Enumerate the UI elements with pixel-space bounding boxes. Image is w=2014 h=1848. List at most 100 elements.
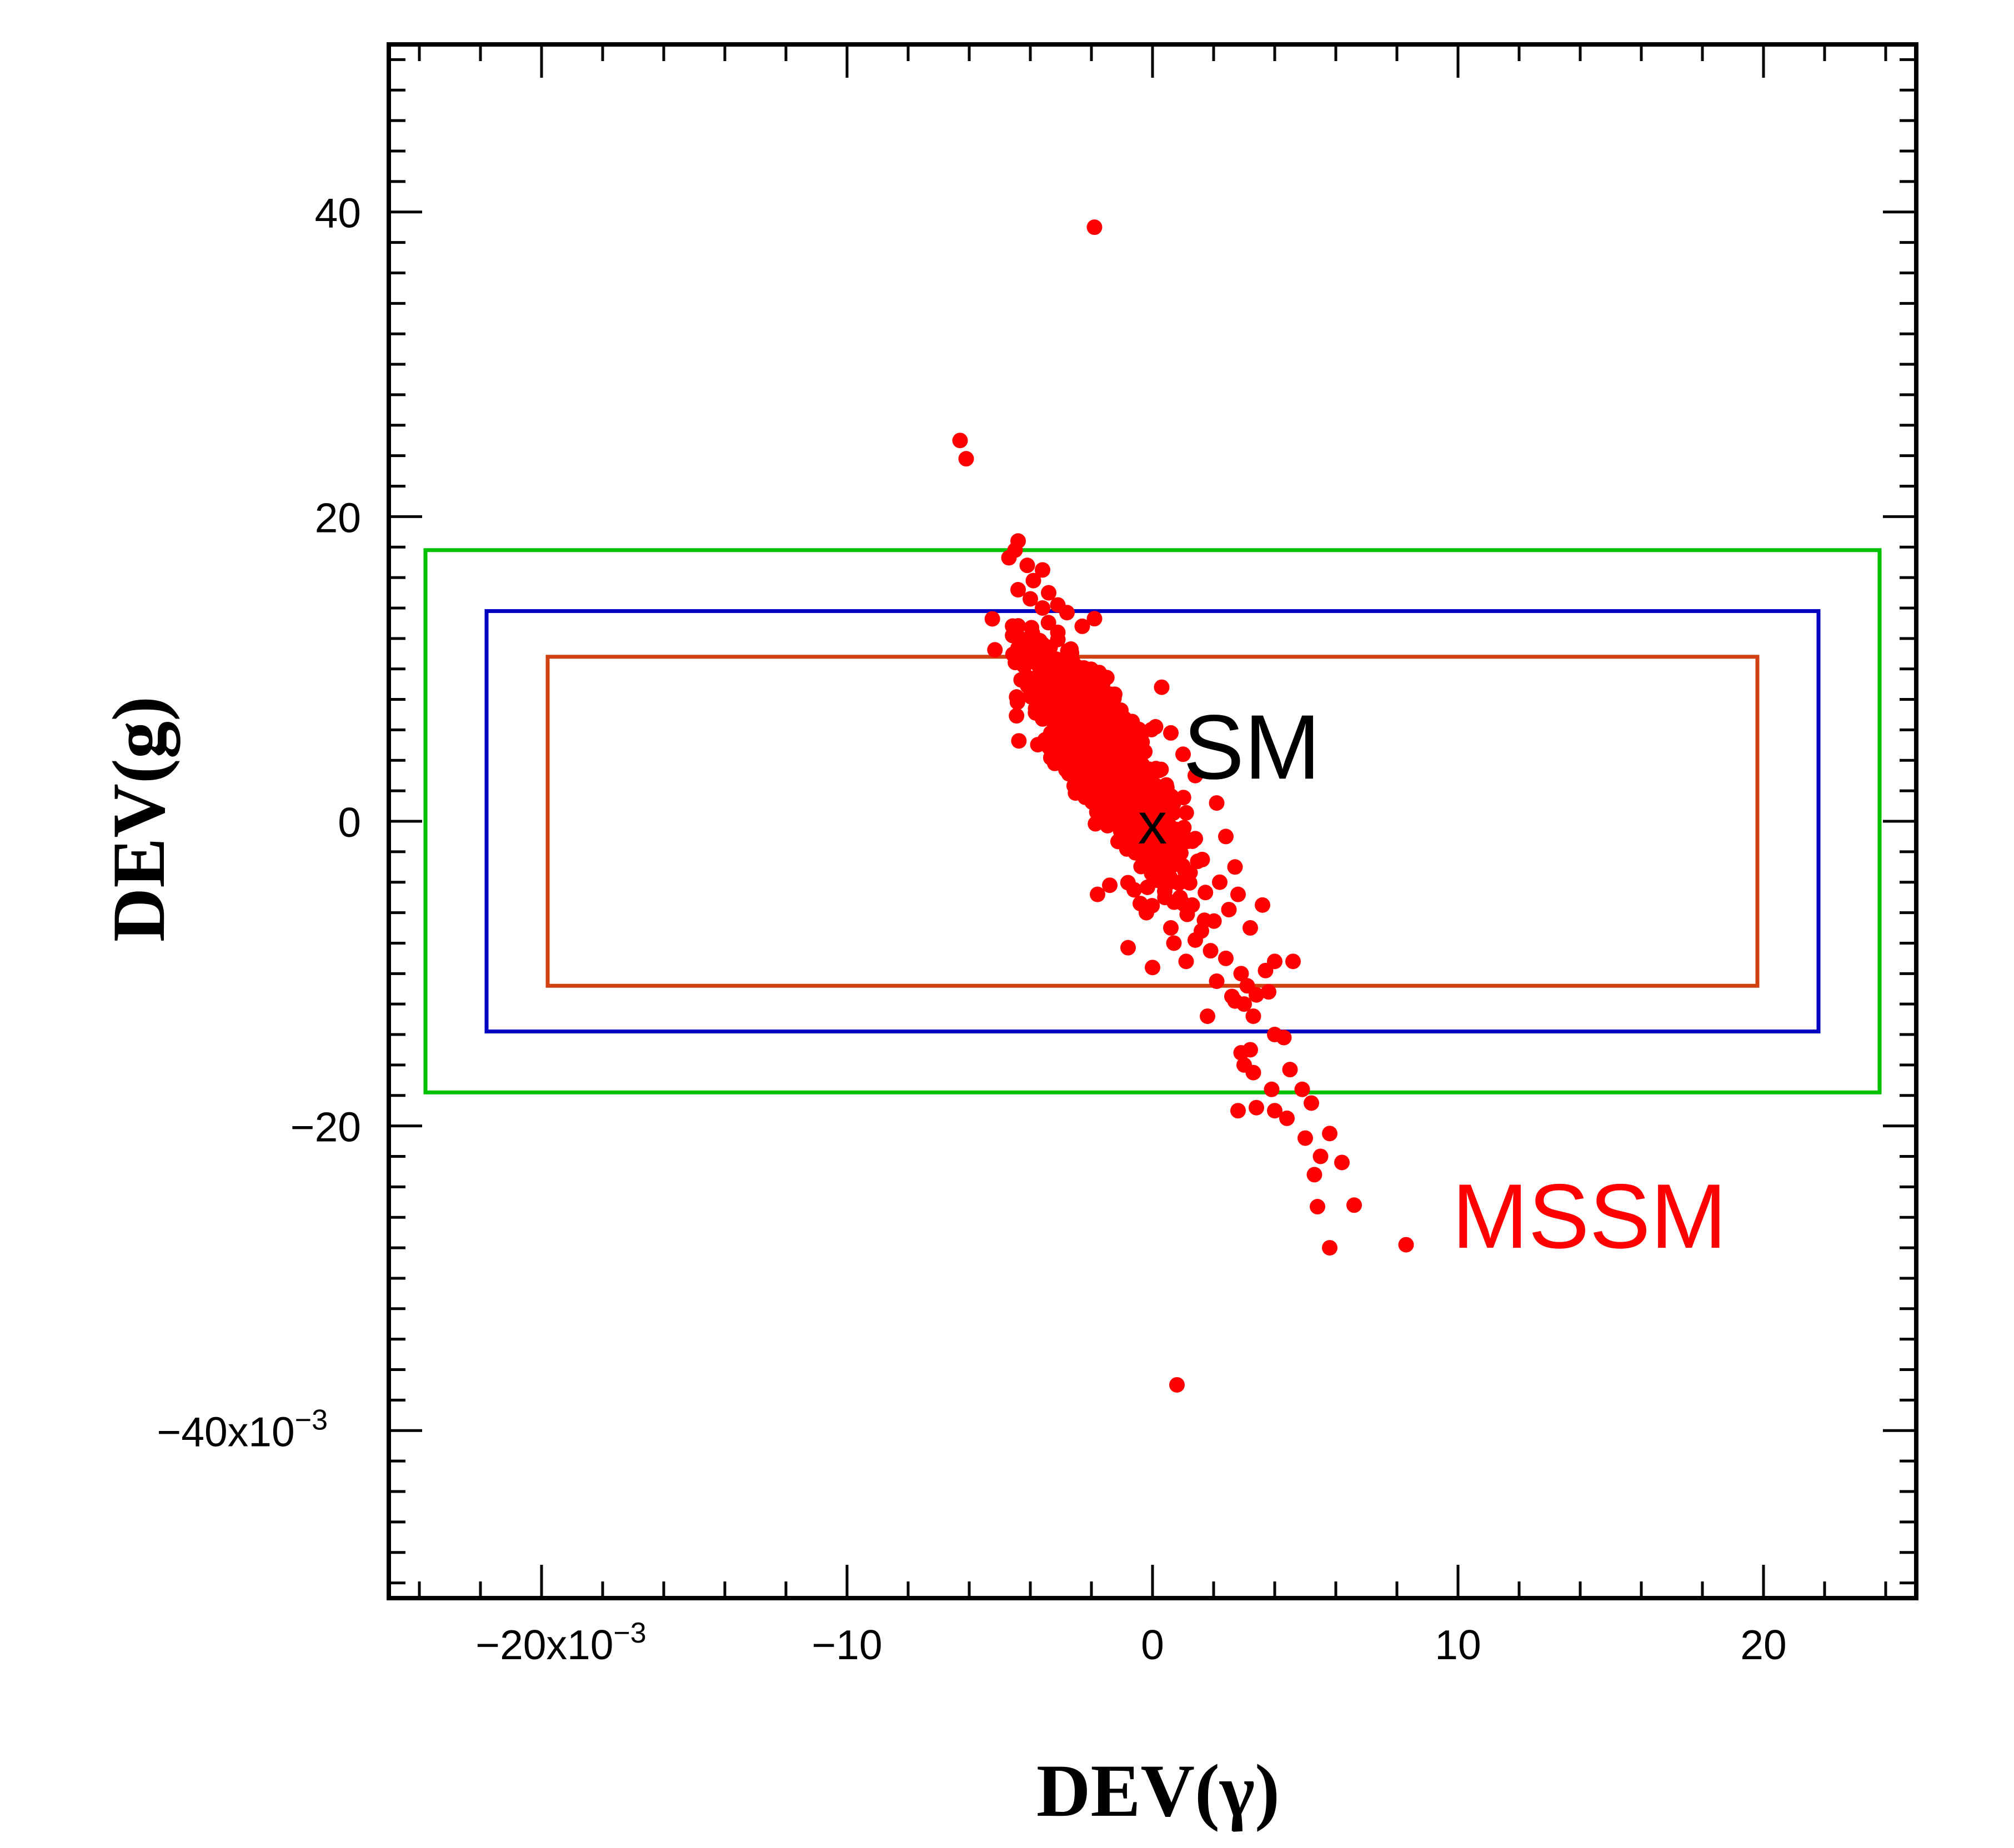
- mssm-point: [1175, 746, 1191, 762]
- blue-box: [484, 609, 1821, 1034]
- mssm-point: [1175, 790, 1191, 806]
- mssm-point: [1041, 585, 1056, 601]
- mssm-point: [1090, 886, 1105, 902]
- y-tick-label: −40x10−3: [157, 1404, 328, 1455]
- mssm-point: [1139, 847, 1155, 863]
- reference-boxes: [423, 548, 1882, 1094]
- mssm-point: [1020, 677, 1036, 694]
- mssm-point: [1209, 795, 1225, 811]
- mssm-point: [1346, 1197, 1362, 1213]
- mssm-point: [1282, 1062, 1298, 1078]
- mssm-point: [1169, 1377, 1185, 1393]
- mssm-point: [1322, 1126, 1337, 1142]
- mssm-point: [1045, 700, 1061, 716]
- x-tick-label: −20x10−3: [475, 1617, 646, 1668]
- mssm-point: [1019, 558, 1035, 574]
- mssm-point: [1001, 550, 1017, 566]
- mssm-point: [1224, 988, 1240, 1005]
- mssm-point: [1267, 1103, 1282, 1119]
- mssm-point: [1172, 829, 1188, 845]
- mssm-point: [1312, 1148, 1329, 1164]
- mssm-point: [1120, 940, 1136, 956]
- mssm-point: [1227, 859, 1243, 875]
- y-tick-label: 20: [315, 494, 361, 541]
- mssm-point: [1184, 897, 1200, 913]
- mssm-point: [1129, 806, 1145, 822]
- mssm-point: [1047, 755, 1063, 771]
- mssm-label: MSSM: [1452, 1165, 1727, 1267]
- mssm-point: [1133, 858, 1149, 875]
- x-tick-label: 0: [1141, 1621, 1164, 1668]
- mssm-point: [1306, 1167, 1322, 1183]
- orange-box: [545, 655, 1760, 988]
- mssm-point: [1029, 637, 1045, 653]
- mssm-point: [1149, 822, 1165, 838]
- mssm-point: [1024, 620, 1040, 636]
- mssm-point: [1233, 966, 1249, 982]
- mssm-point: [1074, 618, 1090, 634]
- mssm-point: [1209, 973, 1225, 990]
- mssm-point: [1194, 851, 1210, 867]
- mssm-point: [1230, 886, 1246, 902]
- x-axis-title: DEV(γ): [1036, 1750, 1280, 1832]
- mssm-point: [1179, 864, 1195, 880]
- mssm-point: [984, 611, 1000, 627]
- mssm-point: [987, 642, 1003, 658]
- mssm-point: [1115, 797, 1131, 813]
- mssm-point: [1243, 1042, 1258, 1058]
- plot-frame: [387, 42, 1918, 1600]
- mssm-point: [1039, 661, 1055, 677]
- mssm-point: [1118, 826, 1134, 842]
- mssm-point: [1188, 767, 1203, 784]
- y-tick-label: 40: [315, 190, 361, 237]
- mssm-point: [1264, 1081, 1280, 1097]
- mssm-point: [1086, 611, 1103, 627]
- mssm-point: [1134, 824, 1150, 840]
- axis-ticks: [389, 44, 1916, 1598]
- mssm-point: [1172, 890, 1188, 906]
- mssm-point: [1102, 877, 1118, 893]
- mssm-point: [1297, 1130, 1313, 1146]
- mssm-point: [1157, 883, 1173, 900]
- mssm-point: [1212, 874, 1228, 890]
- mssm-point: [1304, 1095, 1319, 1111]
- mssm-point: [1279, 1110, 1295, 1126]
- mssm-point: [1236, 996, 1252, 1012]
- mssm-point: [1166, 935, 1182, 951]
- mssm-point: [1101, 759, 1118, 775]
- mssm-point: [1075, 686, 1091, 702]
- y-axis-title: DEV(g): [98, 696, 181, 942]
- mssm-point: [1154, 842, 1170, 858]
- green-box: [423, 548, 1882, 1094]
- mssm-point: [1094, 801, 1110, 817]
- mssm-point: [1086, 219, 1103, 235]
- mssm-point: [1218, 950, 1234, 966]
- mssm-point: [1310, 1199, 1325, 1215]
- mssm-point: [1221, 902, 1237, 918]
- sm-marker: x: [1138, 791, 1168, 856]
- mssm-point: [1245, 1008, 1261, 1025]
- mssm-point: [1148, 719, 1164, 735]
- mssm-point: [1198, 885, 1214, 901]
- mssm-point: [1178, 805, 1194, 821]
- mssm-point: [1276, 1030, 1292, 1046]
- mssm-point: [1050, 624, 1066, 640]
- x-tick-label: 20: [1740, 1621, 1786, 1668]
- mssm-point: [1243, 920, 1258, 936]
- mssm-point: [1178, 953, 1194, 970]
- annotations: xSM MSSM: [1138, 696, 1727, 1267]
- mssm-point: [1010, 629, 1026, 645]
- mssm-point: [1009, 708, 1025, 724]
- mssm-point: [1203, 943, 1219, 959]
- mssm-point: [1093, 686, 1109, 702]
- mssm-point: [1322, 1240, 1337, 1256]
- mssm-point: [1230, 1103, 1246, 1119]
- y-tick-label: 0: [338, 799, 361, 846]
- mssm-point: [1068, 659, 1084, 675]
- mssm-point: [1218, 828, 1234, 845]
- mssm-point: [1099, 670, 1115, 686]
- mssm-point: [1025, 573, 1041, 589]
- x-tick-label: 10: [1435, 1621, 1481, 1668]
- mssm-point: [1010, 618, 1026, 634]
